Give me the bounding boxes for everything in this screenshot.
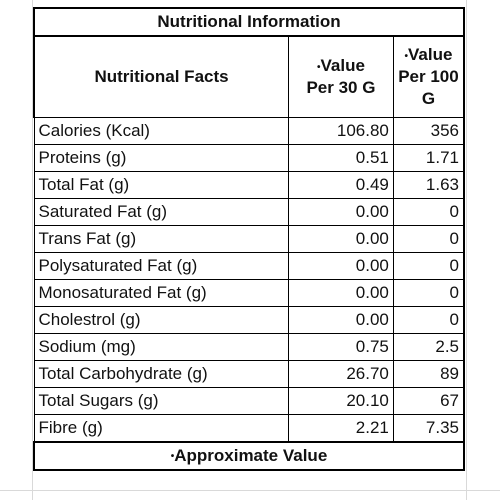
nutrient-name-cell[interactable]: Sodium (mg) — [33, 333, 290, 361]
value-per-100g-cell[interactable]: 67 — [392, 387, 465, 415]
value-per-30g-cell[interactable]: 0.00 — [288, 252, 394, 280]
table-row: Total Fat (g) 0.49 1.63 — [33, 171, 465, 199]
nutrient-name-cell[interactable]: Calories (Kcal) — [33, 117, 290, 145]
nutrient-name-cell[interactable]: Total Carbohydrate (g) — [33, 360, 290, 388]
table-row: Monosaturated Fat (g) 0.00 0 — [33, 279, 465, 307]
gridline — [0, 490, 500, 491]
value-per-100g-cell[interactable]: 1.71 — [392, 144, 465, 172]
value-per-30g-cell[interactable]: 0.75 — [288, 333, 394, 361]
value-per-100g-cell[interactable]: 2.5 — [392, 333, 465, 361]
table-row: Saturated Fat (g) 0.00 0 — [33, 198, 465, 226]
value-per-100g-cell[interactable]: 0 — [392, 225, 465, 253]
header-line: G — [421, 89, 436, 108]
value-per-100g-cell[interactable]: 0 — [392, 306, 465, 334]
value-per-100g-cell[interactable]: 89 — [392, 360, 465, 388]
header-row: Nutritional Facts •Value Per 30 G •Value… — [33, 35, 465, 118]
footer-text: Approximate Value — [174, 446, 328, 465]
gridline — [466, 0, 467, 500]
value-per-100g-cell[interactable]: 1.63 — [392, 171, 465, 199]
table-row: Total Carbohydrate (g) 26.70 89 — [33, 360, 465, 388]
nutrient-name-cell[interactable]: Total Sugars (g) — [33, 387, 290, 415]
table-row: Total Sugars (g) 20.10 67 — [33, 387, 465, 415]
nutrient-name-cell[interactable]: Cholestrol (g) — [33, 306, 290, 334]
value-per-30g-cell[interactable]: 20.10 — [288, 387, 394, 415]
value-per-100g-cell[interactable]: 0 — [392, 279, 465, 307]
nutrient-name-cell[interactable]: Proteins (g) — [33, 144, 290, 172]
header-value-per-30g[interactable]: •Value Per 30 G — [288, 35, 394, 118]
approx-marker: • — [317, 62, 321, 73]
header-line: Value — [407, 45, 453, 64]
table-row: Fibre (g) 2.21 7.35 — [33, 414, 465, 443]
header-line: Per 100 — [398, 67, 459, 86]
nutrient-name-cell[interactable]: Polysaturated Fat (g) — [33, 252, 290, 280]
value-per-100g-cell[interactable]: 356 — [392, 117, 465, 145]
value-per-30g-cell[interactable]: 0.00 — [288, 306, 394, 334]
header-nutritional-facts[interactable]: Nutritional Facts — [33, 35, 290, 118]
table-row: Trans Fat (g) 0.00 0 — [33, 225, 465, 253]
footer-row: •Approximate Value — [33, 441, 465, 471]
value-per-30g-cell[interactable]: 0.00 — [288, 198, 394, 226]
table-title-row: Nutritional Information — [33, 7, 465, 37]
value-per-30g-cell[interactable]: 0.51 — [288, 144, 394, 172]
nutrition-table: Nutritional Information Nutritional Fact… — [33, 7, 465, 471]
table-row: Sodium (mg) 0.75 2.5 — [33, 333, 465, 361]
gridline — [32, 0, 33, 500]
table-row: Cholestrol (g) 0.00 0 — [33, 306, 465, 334]
value-per-100g-cell[interactable]: 7.35 — [392, 414, 465, 443]
nutrient-name-cell[interactable]: Saturated Fat (g) — [33, 198, 290, 226]
approx-marker: • — [170, 451, 175, 462]
footer-note[interactable]: •Approximate Value — [33, 441, 465, 471]
value-per-100g-cell[interactable]: 0 — [392, 252, 465, 280]
nutrient-name-cell[interactable]: Trans Fat (g) — [33, 225, 290, 253]
nutrient-name-cell[interactable]: Fibre (g) — [33, 414, 290, 443]
value-per-30g-cell[interactable]: 0.00 — [288, 279, 394, 307]
table-row: Proteins (g) 0.51 1.71 — [33, 144, 465, 172]
value-per-100g-cell[interactable]: 0 — [392, 198, 465, 226]
nutrient-name-cell[interactable]: Total Fat (g) — [33, 171, 290, 199]
value-per-30g-cell[interactable]: 0.49 — [288, 171, 394, 199]
nutrient-name-cell[interactable]: Monosaturated Fat (g) — [33, 279, 290, 307]
table-title[interactable]: Nutritional Information — [33, 7, 465, 37]
value-per-30g-cell[interactable]: 106.80 — [288, 117, 394, 145]
table-row: Polysaturated Fat (g) 0.00 0 — [33, 252, 465, 280]
header-line: Per 30 G — [306, 78, 376, 97]
approx-marker: • — [404, 51, 408, 62]
header-line: Value — [320, 56, 365, 75]
header-value-per-100g[interactable]: •Value Per 100 G — [392, 35, 465, 118]
table-row: Calories (Kcal) 106.80 356 — [33, 117, 465, 145]
value-per-30g-cell[interactable]: 26.70 — [288, 360, 394, 388]
value-per-30g-cell[interactable]: 2.21 — [288, 414, 394, 443]
value-per-30g-cell[interactable]: 0.00 — [288, 225, 394, 253]
